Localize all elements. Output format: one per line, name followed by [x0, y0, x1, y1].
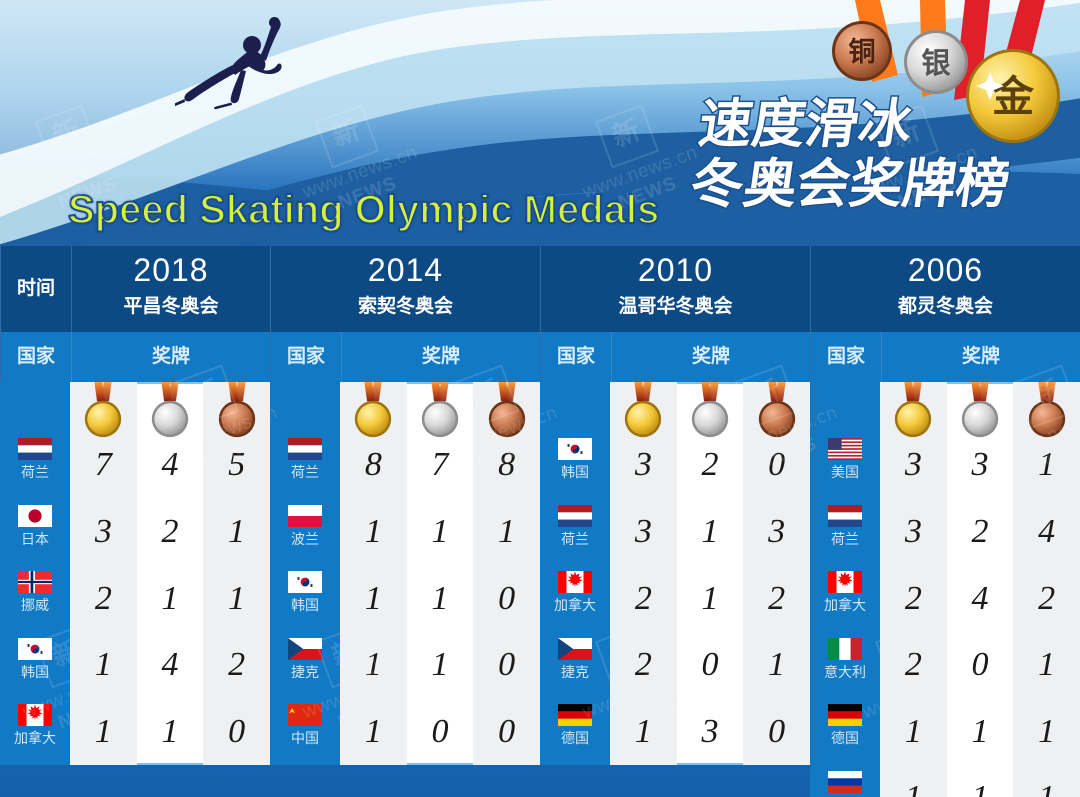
svg-text:铜: 铜 [849, 37, 876, 67]
svg-text:银: 银 [921, 47, 950, 80]
